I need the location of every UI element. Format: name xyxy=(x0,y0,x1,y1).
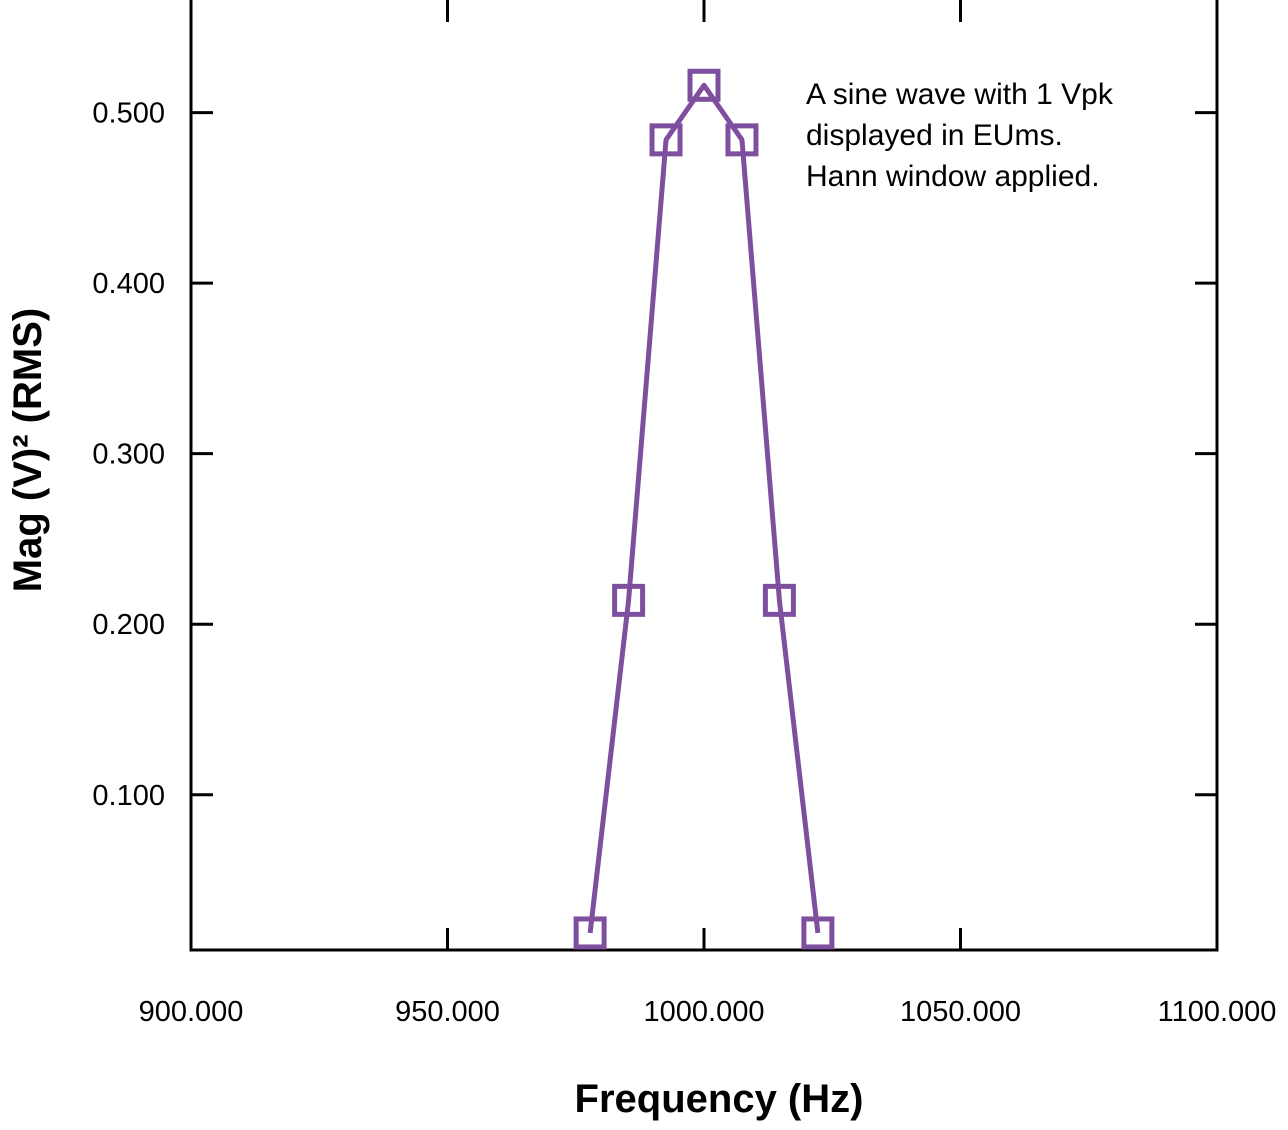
x-tick-label: 1100.000 xyxy=(1158,996,1277,1028)
series-line xyxy=(587,82,821,934)
axes xyxy=(189,0,1219,952)
ticks xyxy=(189,0,1219,950)
annotation-line-3: Hann window applied. xyxy=(806,160,1100,193)
y-tick-label: 0.200 xyxy=(92,609,165,641)
tick-labels: 900.000 950.000 1000.000 1050.000 1100.000 0.… xyxy=(92,98,1276,1028)
data-point-marker xyxy=(801,916,835,950)
y-tick-label: 0.100 xyxy=(92,780,165,812)
data-point-marker xyxy=(725,123,759,157)
annotation-line-2: displayed in EUms. xyxy=(806,119,1063,152)
x-tick-label: 950.000 xyxy=(395,996,500,1028)
data-point-marker xyxy=(649,123,683,157)
x-tick-label: 1000.000 xyxy=(644,996,765,1028)
plot-frame xyxy=(189,0,1219,952)
x-tick-label: 900.000 xyxy=(139,996,244,1028)
annotation-line-1: A sine wave with 1 Vpk xyxy=(806,78,1114,111)
data-point-marker xyxy=(612,583,646,617)
y-axis-title: Mag (V)² (RMS) xyxy=(6,308,50,592)
y-tick-label: 0.500 xyxy=(92,98,165,130)
x-axis-title: Frequency (Hz) xyxy=(575,1077,864,1121)
series xyxy=(573,68,835,950)
x-tick-label: 1050.000 xyxy=(900,996,1021,1028)
y-tick-label: 0.400 xyxy=(92,268,165,300)
data-point-marker xyxy=(687,68,721,102)
y-tick-label: 0.300 xyxy=(92,439,165,471)
data-point-marker xyxy=(762,583,796,617)
data-point-marker xyxy=(573,916,607,950)
